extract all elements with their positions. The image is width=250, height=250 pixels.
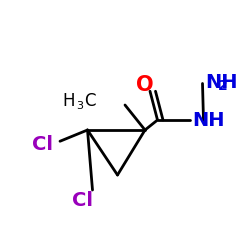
Text: Cl: Cl <box>72 190 93 210</box>
Text: O: O <box>136 75 154 95</box>
Text: Cl: Cl <box>32 136 53 154</box>
Text: 2: 2 <box>218 80 228 94</box>
Text: NH: NH <box>192 110 225 130</box>
Text: H: H <box>62 92 75 110</box>
Text: C: C <box>84 92 95 110</box>
Text: 3: 3 <box>76 101 83 111</box>
Text: NH: NH <box>205 73 238 92</box>
